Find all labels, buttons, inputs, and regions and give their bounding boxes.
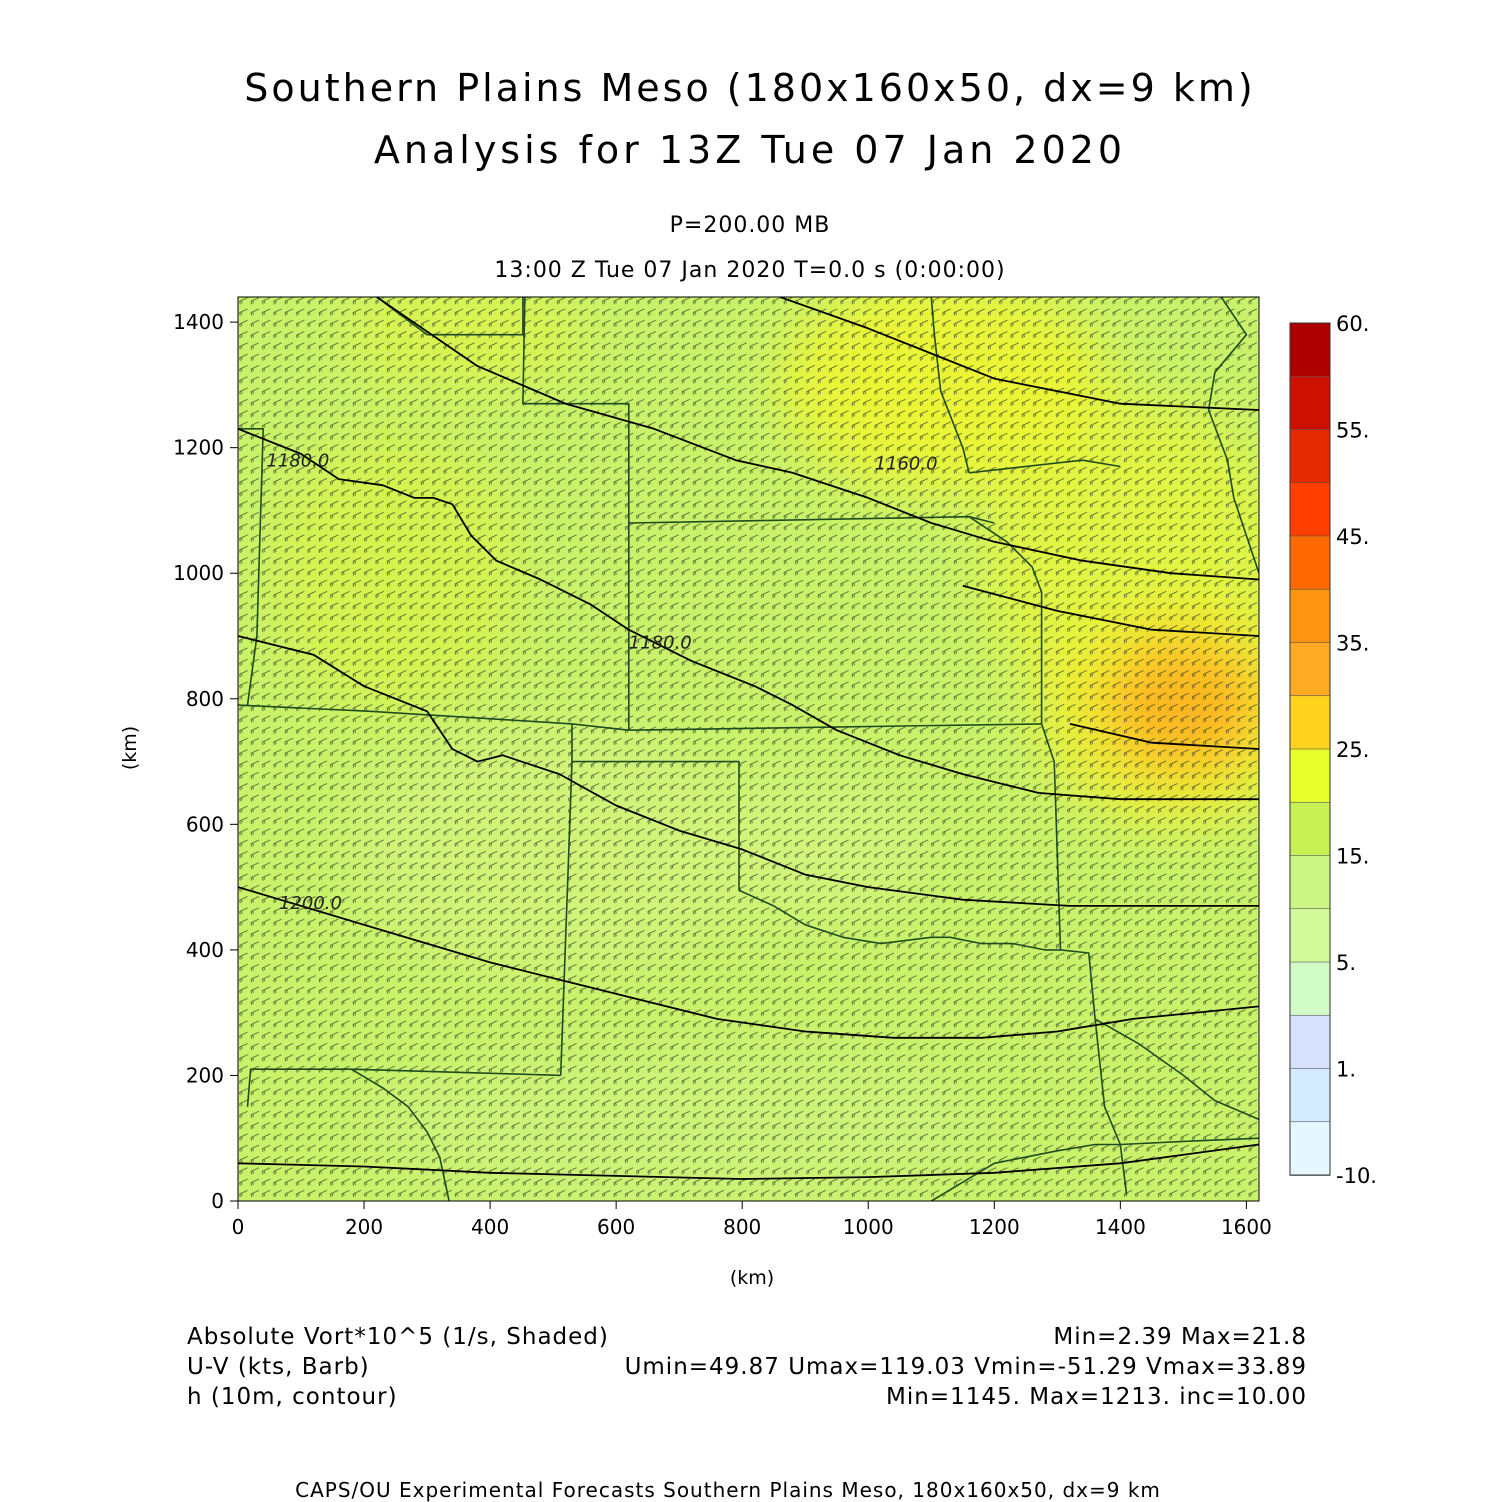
x-axis-ticks: 0 200 400 600 800 1000 1200 1400 1600 xyxy=(232,1201,1272,1239)
colorbar-swatch xyxy=(1289,1121,1331,1176)
field2-name: U-V (kts, Barb) xyxy=(187,1354,370,1380)
colorbar-swatch xyxy=(1289,855,1331,910)
colorbar-label: -10. xyxy=(1336,1164,1377,1188)
height-contours xyxy=(238,297,1259,1180)
border-colorado-west xyxy=(238,427,265,706)
colorbar-swatch xyxy=(1289,801,1331,857)
border-iowa-missouri xyxy=(969,459,1121,474)
colorbar-swatch xyxy=(1289,1014,1331,1070)
border-kansas-south xyxy=(628,723,1042,731)
pressure-level: P=200.00 MB xyxy=(669,213,831,238)
state-borders xyxy=(238,297,1259,1201)
field1-name: Absolute Vort*10^5 (1/s, Shaded) xyxy=(187,1324,609,1350)
contour-line-0 xyxy=(238,427,1259,801)
field3-stats: Min=1145. Max=1213. inc=10.00 xyxy=(886,1384,1307,1410)
y-axis-ticks: 0 200 400 600 800 1000 1200 1400 xyxy=(173,310,238,1213)
y-tick-label: 800 xyxy=(186,687,224,711)
main-title-line-1: Southern Plains Meso (180x160x50, dx=9 k… xyxy=(244,66,1256,110)
colorbar-swatch xyxy=(1289,1068,1331,1123)
border-southern-edge xyxy=(930,1137,1259,1201)
x-tick-label: 400 xyxy=(471,1215,509,1239)
x-axis-label: (km) xyxy=(730,1267,774,1289)
wind-barbs xyxy=(238,297,1259,1201)
border-oklahoma-panhandle xyxy=(571,723,740,891)
field3-name: h (10m, contour) xyxy=(187,1384,398,1410)
y-tick-label: 0 xyxy=(211,1189,224,1213)
colorbar-label: 35. xyxy=(1336,632,1369,656)
colorbar-label: 25. xyxy=(1336,738,1369,762)
contour-line-5 xyxy=(779,297,1259,411)
border-texas-south xyxy=(246,1068,561,1107)
colorbar-label: 1. xyxy=(1336,1058,1356,1082)
colorbar-frame xyxy=(1289,322,1331,1176)
x-tick-label: 1200 xyxy=(969,1215,1020,1239)
colorbar-swatch xyxy=(1289,482,1331,537)
contour-line-4 xyxy=(238,1143,1259,1180)
colorbar-swatch xyxy=(1289,961,1331,1017)
y-tick-label: 1400 xyxy=(173,310,224,334)
plot-frame xyxy=(237,296,1260,1202)
colorbar-swatch xyxy=(1289,322,1331,378)
contour-line-1 xyxy=(376,297,1259,581)
border-iowa-west xyxy=(930,297,970,473)
valid-time: 13:00 Z Tue 07 Jan 2020 T=0.0 s (0:00:00… xyxy=(494,258,1006,283)
colorbar-swatch xyxy=(1289,642,1331,697)
y-tick-label: 1200 xyxy=(173,436,224,460)
border-rio-grande xyxy=(350,1068,450,1201)
contour-label: 1160.0 xyxy=(875,454,938,475)
colorbar-swatch xyxy=(1289,588,1331,644)
x-tick-label: 1600 xyxy=(1221,1215,1272,1239)
colorbar-label: 15. xyxy=(1336,845,1369,869)
border-texas-panhandle-east xyxy=(559,761,573,1076)
contour-line-7 xyxy=(1069,723,1259,750)
y-tick-label: 200 xyxy=(186,1063,224,1087)
contour-label: 1180.0 xyxy=(266,451,329,472)
contour-line-2 xyxy=(238,635,1259,907)
border-oklahoma-panhandle-north xyxy=(571,723,629,731)
y-axis-label: (km) xyxy=(119,726,141,770)
contour-labels: 1180.0 1160.0 1180.0 1200.0 xyxy=(266,451,937,915)
colorbar-label: 5. xyxy=(1336,951,1356,975)
y-tick-label: 400 xyxy=(186,938,224,962)
main-title-line-2: Analysis for 13Z Tue 07 Jan 2020 xyxy=(373,128,1127,172)
border-colorado-kansas-nebraska xyxy=(522,297,630,731)
colorbar-label: 45. xyxy=(1336,525,1369,549)
colorbar-swatch xyxy=(1289,908,1331,963)
colorbar-swatch xyxy=(1289,535,1331,591)
colorbar-swatch xyxy=(1289,429,1331,484)
y-tick-label: 1000 xyxy=(173,561,224,585)
colorbar-label: 55. xyxy=(1336,419,1369,443)
x-tick-label: 600 xyxy=(597,1215,635,1239)
colorbar-swatch xyxy=(1289,375,1331,431)
border-missouri-south xyxy=(1060,949,1128,1195)
contour-label: 1180.0 xyxy=(629,633,692,654)
x-tick-label: 1000 xyxy=(843,1215,894,1239)
x-tick-label: 1400 xyxy=(1095,1215,1146,1239)
border-arkansas-louisiana xyxy=(1094,1018,1259,1121)
border-mississippi-river xyxy=(1207,297,1259,574)
border-nebraska-south-dakota xyxy=(376,297,524,336)
colorbar-swatch xyxy=(1289,748,1331,804)
border-new-mexico-north xyxy=(238,704,573,725)
border-kansas-missouri xyxy=(968,516,1062,950)
colorbar-swatch xyxy=(1289,695,1331,750)
x-tick-label: 200 xyxy=(345,1215,383,1239)
field1-stats: Min=2.39 Max=21.8 xyxy=(1053,1324,1307,1350)
field2-stats: Umin=49.87 Umax=119.03 Vmin=-51.29 Vmax=… xyxy=(624,1354,1307,1380)
y-tick-label: 600 xyxy=(186,812,224,836)
border-red-river xyxy=(738,889,1061,951)
colorbar-label: 60. xyxy=(1336,312,1369,336)
x-tick-label: 800 xyxy=(723,1215,761,1239)
contour-line-3 xyxy=(238,886,1259,1039)
contour-label: 1200.0 xyxy=(279,893,342,914)
credit-line: CAPS/OU Experimental Forecasts Southern … xyxy=(295,1478,1161,1502)
x-tick-label: 0 xyxy=(232,1215,245,1239)
contour-line-6 xyxy=(962,584,1259,637)
colorbar: 60. 55. 45. 35. 25. 15. 5. 1. -10. xyxy=(1289,312,1377,1188)
